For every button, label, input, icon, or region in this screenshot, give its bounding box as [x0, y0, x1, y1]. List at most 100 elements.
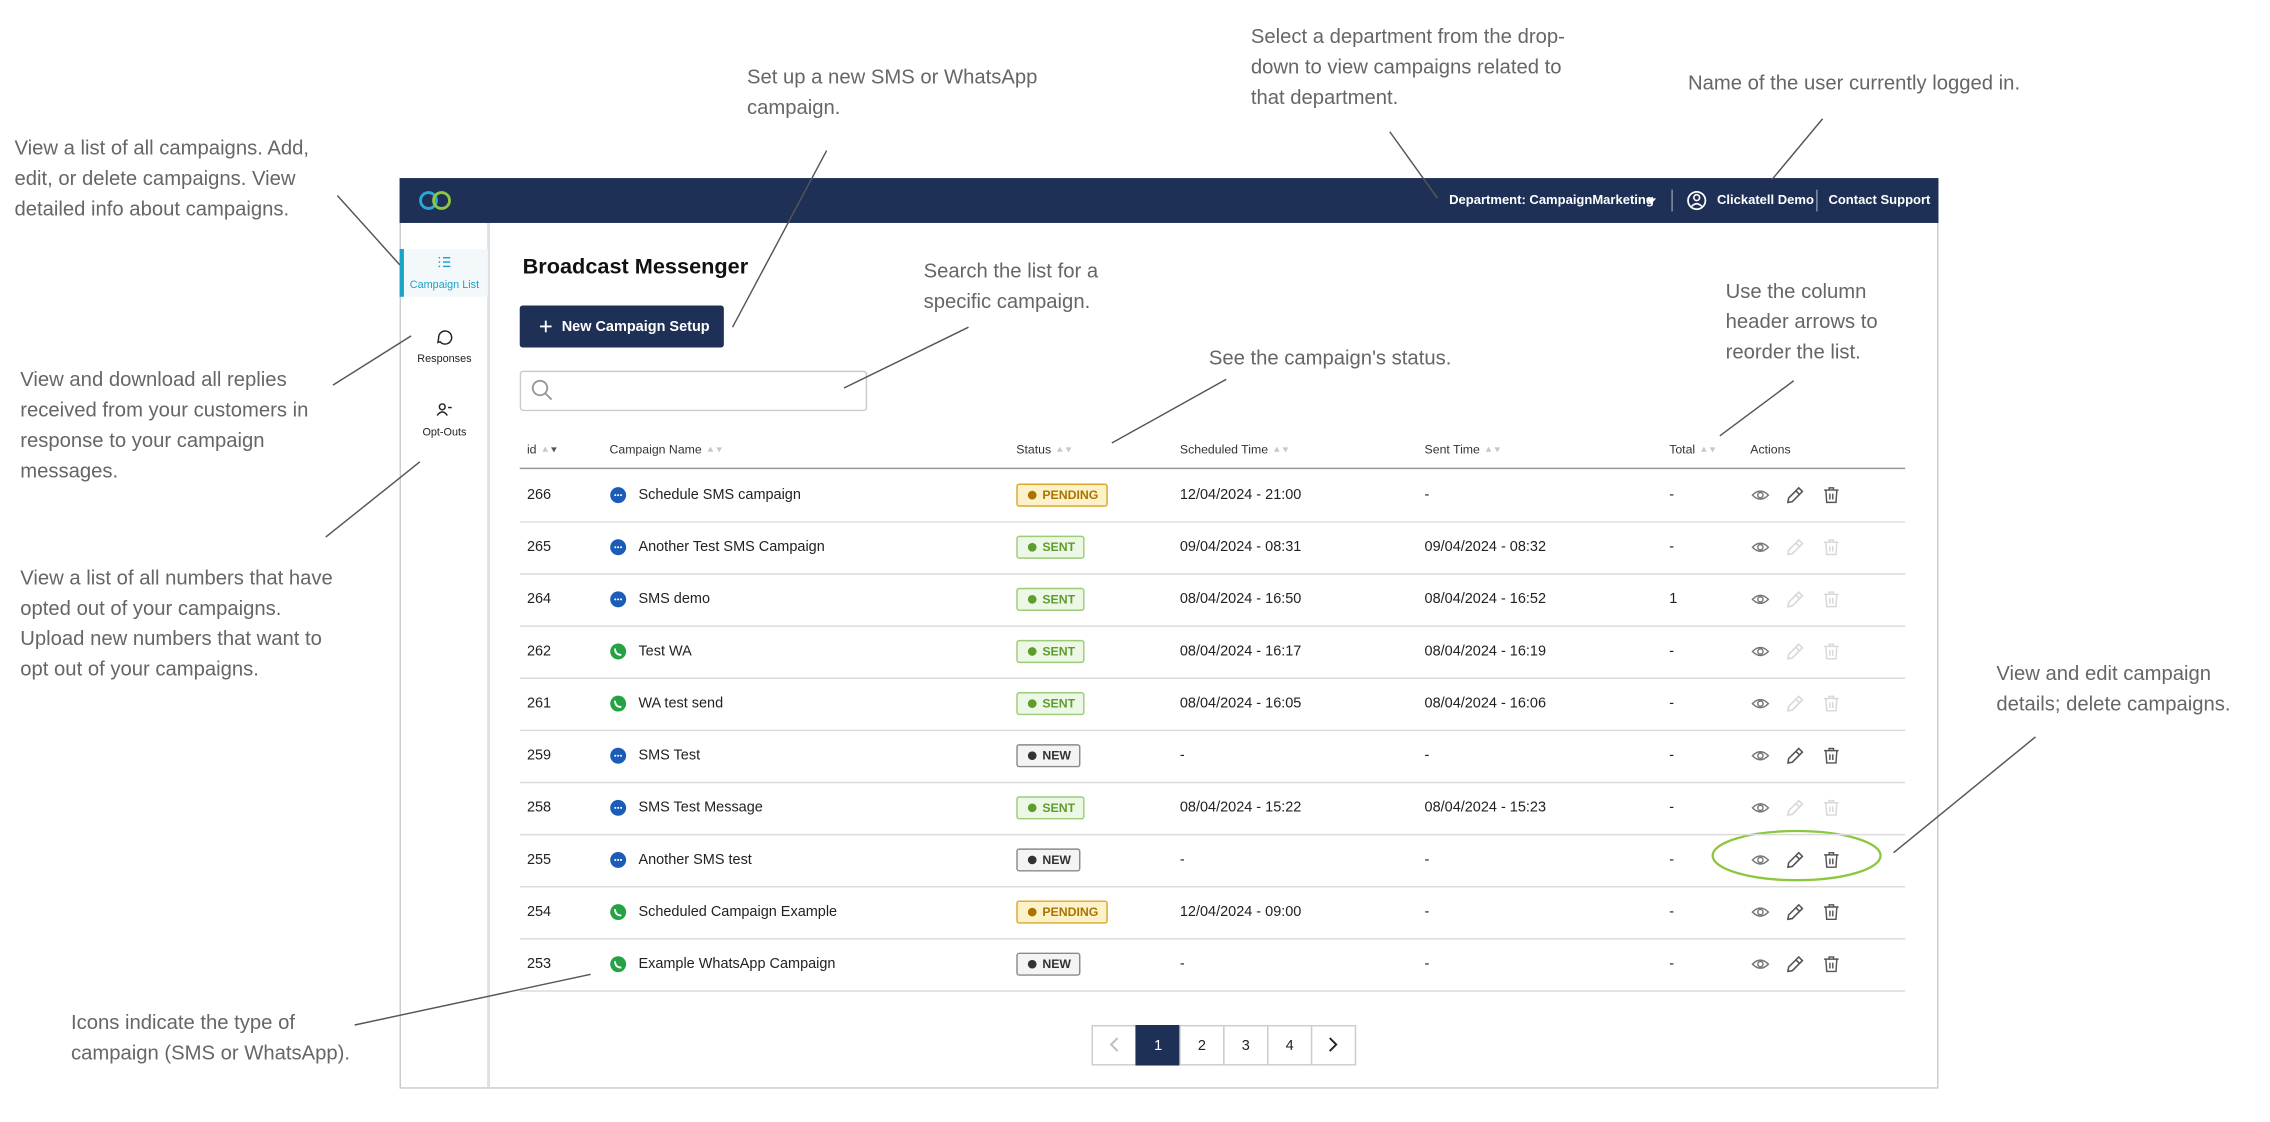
- search-input[interactable]: [519, 370, 868, 412]
- channel-icon-dot: [617, 546, 620, 549]
- eye-icon-pupil: [1757, 908, 1764, 916]
- table-row: 258 SMS Test Message SENT 08/04/2024 - 15:2…: [519, 796, 1906, 836]
- nav-label[interactable]: Opt-Outs: [422, 427, 467, 439]
- cell-id: 253: [527, 956, 551, 972]
- annotation-text: View and download all replies: [20, 369, 286, 391]
- status-badge: [1016, 587, 1085, 611]
- column-header[interactable]: id: [527, 443, 537, 457]
- cell-id: 266: [527, 487, 551, 503]
- cell-name[interactable]: SMS Test Message: [638, 800, 762, 816]
- eye-icon: [1751, 855, 1770, 865]
- cell-scheduled: 08/04/2024 - 16:17: [1180, 643, 1301, 659]
- sort-down[interactable]: [1494, 447, 1501, 453]
- cell-id: 264: [527, 591, 551, 607]
- cell-name[interactable]: Test WA: [638, 643, 692, 659]
- channel-icon-phone: [614, 961, 622, 969]
- column-header[interactable]: Scheduled Time: [1180, 443, 1268, 457]
- edit-icon: [1786, 695, 1804, 712]
- sort-up[interactable]: [707, 446, 714, 452]
- cell-name[interactable]: SMS demo: [638, 591, 710, 607]
- eye-icon-pupil: [1757, 648, 1764, 655]
- new-campaign-button[interactable]: [519, 305, 724, 348]
- page-button[interactable]: 2: [1179, 1024, 1225, 1066]
- nav-label[interactable]: Campaign List: [410, 279, 479, 291]
- cell-name[interactable]: SMS Test: [638, 748, 700, 764]
- status-dot: [1027, 542, 1037, 552]
- page-button[interactable]: 4: [1267, 1024, 1313, 1066]
- view-action[interactable]: [1751, 594, 1770, 605]
- sort-up[interactable]: [1056, 446, 1063, 452]
- status-dot: [1027, 751, 1037, 761]
- column-header[interactable]: Sent Time: [1425, 443, 1481, 457]
- channel-icon-dot: [620, 754, 623, 757]
- sort-down[interactable]: [1282, 447, 1289, 453]
- cell-name[interactable]: Example WhatsApp Campaign: [638, 956, 835, 972]
- contact-support[interactable]: Contact Support: [1828, 192, 1931, 207]
- sort-down[interactable]: [1065, 447, 1072, 453]
- view-action[interactable]: [1751, 751, 1770, 761]
- channel-icon-phone: [614, 648, 622, 656]
- cell-name[interactable]: Scheduled Campaign Example: [638, 904, 837, 920]
- view-action[interactable]: [1751, 646, 1770, 657]
- delete-action[interactable]: [1824, 747, 1839, 764]
- status-label: SENT: [1042, 644, 1075, 658]
- delete-action[interactable]: [1824, 487, 1839, 504]
- cell-name[interactable]: WA test send: [638, 695, 723, 711]
- eye-icon: [1751, 803, 1770, 813]
- cell-name[interactable]: Schedule SMS campaign: [638, 487, 800, 503]
- cell-scheduled: -: [1180, 852, 1185, 868]
- edit-action[interactable]: [1786, 955, 1804, 973]
- column-header[interactable]: Status: [1016, 443, 1051, 457]
- page-number: 3: [1242, 1038, 1250, 1054]
- edit-action: [1786, 538, 1804, 556]
- column-header[interactable]: Total: [1669, 443, 1695, 457]
- view-action[interactable]: [1751, 907, 1770, 917]
- sort-up[interactable]: [542, 446, 549, 452]
- status-badge: [1016, 483, 1108, 507]
- column-header[interactable]: Campaign Name: [609, 443, 701, 457]
- edit-action[interactable]: [1786, 486, 1804, 504]
- delete-action[interactable]: [1824, 904, 1839, 921]
- user-name[interactable]: Clickatell Demo: [1717, 192, 1814, 207]
- annotation-text: down to view campaigns related to: [1251, 56, 1562, 78]
- status-dot: [1027, 907, 1037, 917]
- eye-icon-pupil: [1757, 700, 1764, 707]
- cell-name[interactable]: Another Test SMS Campaign: [638, 539, 824, 555]
- view-action[interactable]: [1751, 490, 1770, 500]
- new-campaign-label[interactable]: New Campaign Setup: [562, 319, 710, 335]
- nav-label[interactable]: Responses: [417, 353, 472, 365]
- status-badge: [1016, 535, 1085, 559]
- channel-icon-dot: [614, 754, 617, 757]
- channel-icon: [610, 643, 627, 660]
- sort-down[interactable]: [716, 447, 723, 453]
- edit-action[interactable]: [1786, 747, 1804, 764]
- cell-name[interactable]: Another SMS test: [638, 852, 751, 868]
- next-page[interactable]: [1310, 1024, 1357, 1066]
- search-icon: [531, 379, 549, 397]
- delete-action[interactable]: [1824, 851, 1839, 868]
- view-action[interactable]: [1751, 698, 1770, 709]
- page-button[interactable]: 3: [1223, 1024, 1269, 1066]
- sort-down[interactable]: [1709, 447, 1716, 453]
- edit-action[interactable]: [1786, 903, 1804, 921]
- department-select[interactable]: Department: CampaignMarketing: [1449, 192, 1654, 207]
- view-action[interactable]: [1751, 803, 1770, 813]
- sort-up[interactable]: [1700, 446, 1707, 452]
- user-icon-ring: [1687, 190, 1707, 211]
- cell-scheduled: 08/04/2024 - 16:05: [1180, 695, 1301, 711]
- view-action[interactable]: [1751, 959, 1770, 969]
- nav-icon-body: [436, 411, 448, 416]
- dropdown-caret[interactable]: [1646, 198, 1657, 205]
- view-action[interactable]: [1751, 855, 1770, 865]
- cell-sent: 08/04/2024 - 15:23: [1425, 800, 1546, 816]
- edit-action[interactable]: [1786, 851, 1804, 869]
- prev-page[interactable]: [1091, 1024, 1137, 1066]
- sort-up[interactable]: [1273, 446, 1280, 452]
- delete-action[interactable]: [1824, 956, 1839, 973]
- page-button[interactable]: 1: [1135, 1024, 1181, 1066]
- sort-down[interactable]: [551, 447, 557, 453]
- sort-up[interactable]: [1485, 446, 1492, 452]
- annotation-text: Search the list for a: [924, 261, 1099, 283]
- nav-icon: [438, 256, 451, 268]
- view-action[interactable]: [1751, 542, 1770, 552]
